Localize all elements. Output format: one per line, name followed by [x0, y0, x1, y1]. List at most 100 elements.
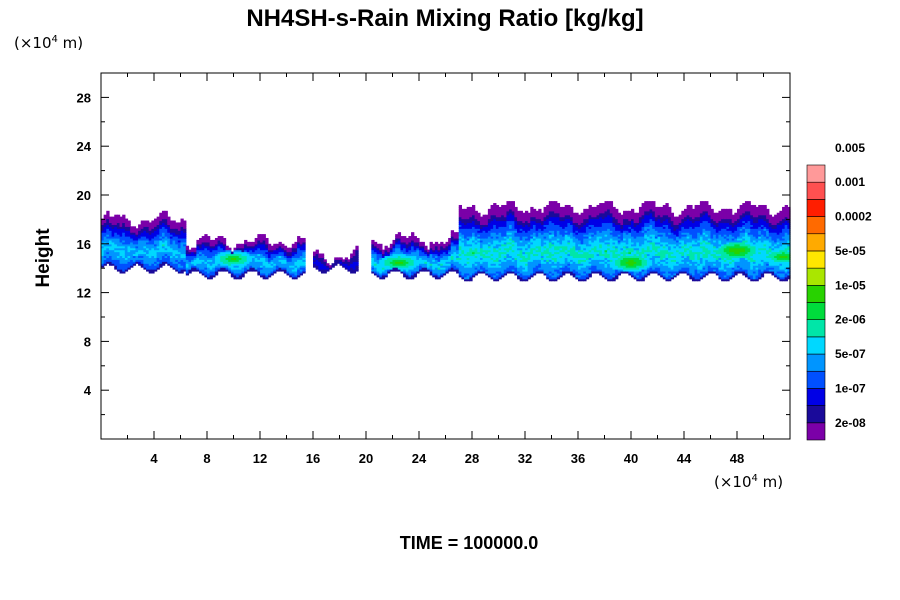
- cloud-cell: [551, 222, 555, 225]
- cloud-cell: [548, 257, 553, 260]
- cloud-cell: [525, 222, 529, 225]
- cloud-cell: [387, 269, 391, 272]
- cloud-cell: [315, 261, 319, 264]
- cloud-cell: [318, 257, 322, 260]
- cloud-cell: [183, 247, 187, 251]
- cloud-cell: [538, 239, 542, 243]
- cloud-cell: [532, 224, 537, 227]
- cloud-cell: [509, 270, 513, 274]
- cloud-cell: [646, 247, 651, 251]
- cloud-cell: [175, 253, 179, 257]
- cloud-cell: [580, 278, 584, 282]
- cloud-cell: [156, 245, 160, 249]
- cloud-cell: [530, 222, 534, 225]
- cloud-cell: [525, 239, 529, 243]
- cloud-cell: [119, 218, 123, 222]
- cloud-cell: [615, 212, 619, 216]
- cloud-cell: [607, 220, 611, 224]
- cloud-cell: [495, 228, 500, 231]
- cloud-cell: [657, 243, 661, 247]
- cloud-cell: [487, 243, 492, 247]
- cloud-cell: [466, 206, 470, 210]
- cloud-cell: [201, 267, 205, 270]
- cloud-cell: [403, 249, 407, 253]
- cloud-cell: [167, 236, 171, 239]
- cloud-cell: [654, 253, 659, 257]
- cloud-cell: [527, 222, 531, 225]
- cloud-cell: [567, 212, 571, 216]
- cloud-cell: [148, 222, 152, 225]
- cloud-cell: [575, 270, 579, 274]
- cloud-cell: [556, 247, 561, 251]
- cloud-cell: [503, 257, 508, 260]
- cloud-cell: [644, 272, 648, 276]
- cloud-cell: [228, 261, 232, 264]
- cloud-cell: [254, 255, 258, 258]
- cloud-cell: [114, 220, 118, 224]
- cloud-cell: [514, 253, 518, 257]
- cloud-cell: [379, 257, 383, 260]
- cloud-cell: [397, 267, 402, 270]
- cloud-cell: [570, 255, 574, 258]
- cloud-cell: [148, 241, 152, 245]
- cloud-cell: [538, 230, 542, 233]
- cloud-cell: [583, 270, 587, 274]
- cloud-cell: [101, 259, 105, 262]
- cloud-cell: [631, 255, 635, 258]
- cloud-cell: [646, 263, 651, 266]
- cloud-cell: [241, 251, 245, 255]
- cloud-cell: [612, 253, 616, 257]
- cloud-cell: [493, 245, 497, 249]
- cloud-cell: [291, 276, 296, 280]
- cloud-cell: [599, 218, 603, 222]
- cloud-cell: [350, 270, 354, 274]
- cloud-cell: [620, 222, 624, 225]
- cloud-cell: [631, 251, 635, 255]
- cloud-cell: [260, 269, 264, 272]
- cloud-cell: [302, 249, 306, 253]
- cloud-cell: [320, 269, 325, 272]
- cloud-cell: [501, 241, 505, 245]
- cloud-cell: [636, 232, 640, 235]
- cloud-cell: [583, 236, 587, 239]
- cloud-cell: [540, 224, 545, 227]
- cloud-cell: [286, 272, 290, 276]
- cloud-cell: [114, 232, 118, 235]
- cloud-cell: [641, 257, 645, 260]
- cloud-cell: [517, 272, 521, 276]
- cloud-cell: [408, 259, 412, 262]
- cloud-cell: [212, 249, 216, 253]
- cloud-cell: [623, 218, 627, 222]
- cloud-cell: [554, 241, 558, 245]
- cloud-cell: [350, 257, 354, 260]
- cloud-cell: [199, 263, 203, 266]
- cloud-cell: [580, 263, 584, 266]
- cloud-cell: [318, 269, 322, 272]
- cloud-cell: [114, 245, 118, 249]
- cloud-cell: [440, 247, 444, 251]
- cloud-cell: [617, 234, 621, 237]
- cloud-cell: [641, 263, 645, 266]
- cloud-cell: [636, 272, 640, 276]
- cloud-cell: [482, 257, 486, 260]
- cloud-cell: [511, 267, 515, 270]
- cloud-cell: [644, 269, 648, 272]
- cloud-cell: [281, 263, 285, 266]
- cloud-cell: [148, 224, 152, 227]
- cloud-cell: [220, 267, 224, 270]
- cloud-cell: [617, 249, 621, 253]
- cloud-cell: [164, 214, 168, 218]
- cloud-cell: [495, 206, 500, 210]
- cloud-cell: [620, 257, 624, 260]
- cloud-cell: [352, 253, 356, 257]
- cloud-cell: [286, 259, 290, 262]
- cloud-cell: [517, 232, 521, 235]
- cloud-cell: [180, 265, 184, 268]
- cloud-cell: [355, 249, 359, 253]
- cloud-cell: [548, 249, 553, 253]
- cloud-cell: [501, 234, 505, 237]
- cloud-cell: [466, 265, 470, 268]
- cloud-cell: [373, 251, 378, 255]
- cloud-cell: [588, 204, 592, 208]
- cloud-cell: [252, 269, 256, 272]
